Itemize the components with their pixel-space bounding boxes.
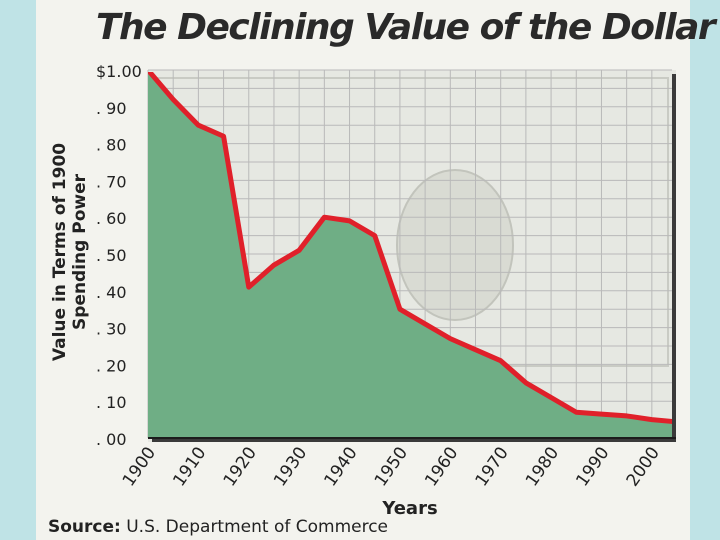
y-tick-label: $1.00 xyxy=(96,62,142,81)
x-tick-label: 1970 xyxy=(472,443,513,490)
x-tick-label: 1900 xyxy=(119,443,160,490)
x-tick-label: 1960 xyxy=(421,443,462,490)
y-tick-label: . 10 xyxy=(96,393,127,412)
x-tick-label: 1980 xyxy=(522,443,563,490)
banknote-portrait xyxy=(396,169,514,321)
y-tick-label: . 30 xyxy=(96,320,127,339)
source-label: Source: xyxy=(48,517,121,537)
y-tick-label: . 20 xyxy=(96,356,127,375)
area-fill xyxy=(148,72,672,438)
source-note: Source: U.S. Department of Commerce xyxy=(48,517,388,537)
frame-shadow-bottom xyxy=(152,438,676,442)
y-tick-label: . 40 xyxy=(96,283,127,302)
chart-title: The Declining Value of the Dollar xyxy=(96,7,716,48)
x-tick-label: 1930 xyxy=(270,443,311,490)
y-tick-label: . 90 xyxy=(96,99,127,118)
y-tick-label: . 50 xyxy=(96,246,127,265)
frame-shadow-right xyxy=(672,74,676,442)
x-tick-label: 1920 xyxy=(220,443,261,490)
y-tick-label: . 80 xyxy=(96,136,127,155)
x-tick-label: 1950 xyxy=(371,443,412,490)
series-line xyxy=(148,72,674,424)
y-tick-label: . 60 xyxy=(96,209,127,228)
x-axis-label: Years xyxy=(381,498,437,519)
x-tick-label: 1990 xyxy=(572,443,613,490)
x-tick-label: 2000 xyxy=(623,443,664,490)
x-tick-label: 1910 xyxy=(169,443,210,490)
x-tick-label: 1940 xyxy=(320,443,361,490)
source-text: U.S. Department of Commerce xyxy=(126,517,389,537)
y-tick-label: . 00 xyxy=(96,430,127,449)
y-tick-label: . 70 xyxy=(96,172,127,191)
